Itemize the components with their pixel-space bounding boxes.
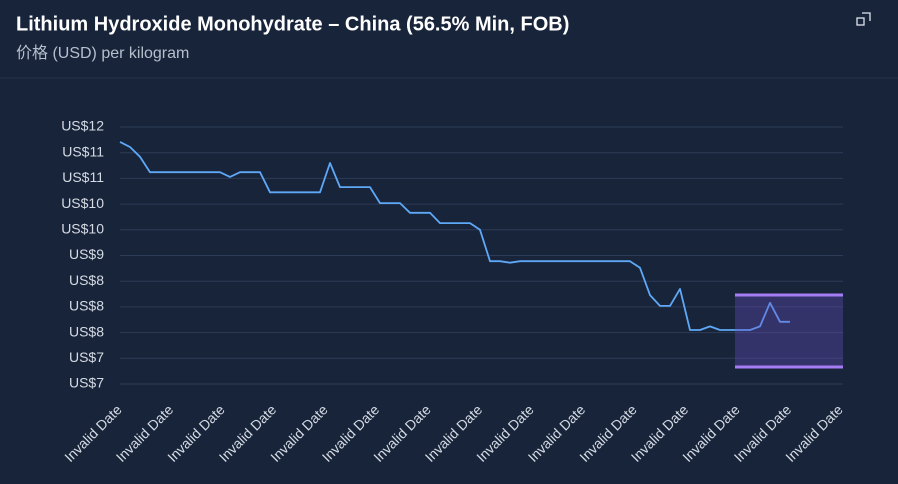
y-tick-label: US$11 — [62, 143, 104, 159]
y-tick-label: US$7 — [69, 349, 104, 365]
y-tick-label: US$10 — [61, 195, 104, 211]
y-tick-label: US$10 — [61, 221, 104, 237]
chart-subtitle: 价格 (USD) per kilogram — [16, 44, 189, 62]
y-tick-label: US$11 — [62, 169, 104, 185]
chart-title: Lithium Hydroxide Monohydrate – China (5… — [16, 13, 569, 35]
y-tick-label: US$7 — [69, 375, 104, 391]
y-tick-label: US$9 — [69, 246, 104, 262]
y-tick-label: US$12 — [61, 118, 104, 134]
selection-box[interactable] — [735, 295, 843, 367]
y-tick-label: US$8 — [69, 323, 104, 339]
price-line — [119, 141, 790, 331]
y-tick-label: US$8 — [69, 298, 104, 314]
y-tick-label: US$8 — [69, 272, 104, 288]
expand-icon[interactable] — [856, 12, 871, 26]
